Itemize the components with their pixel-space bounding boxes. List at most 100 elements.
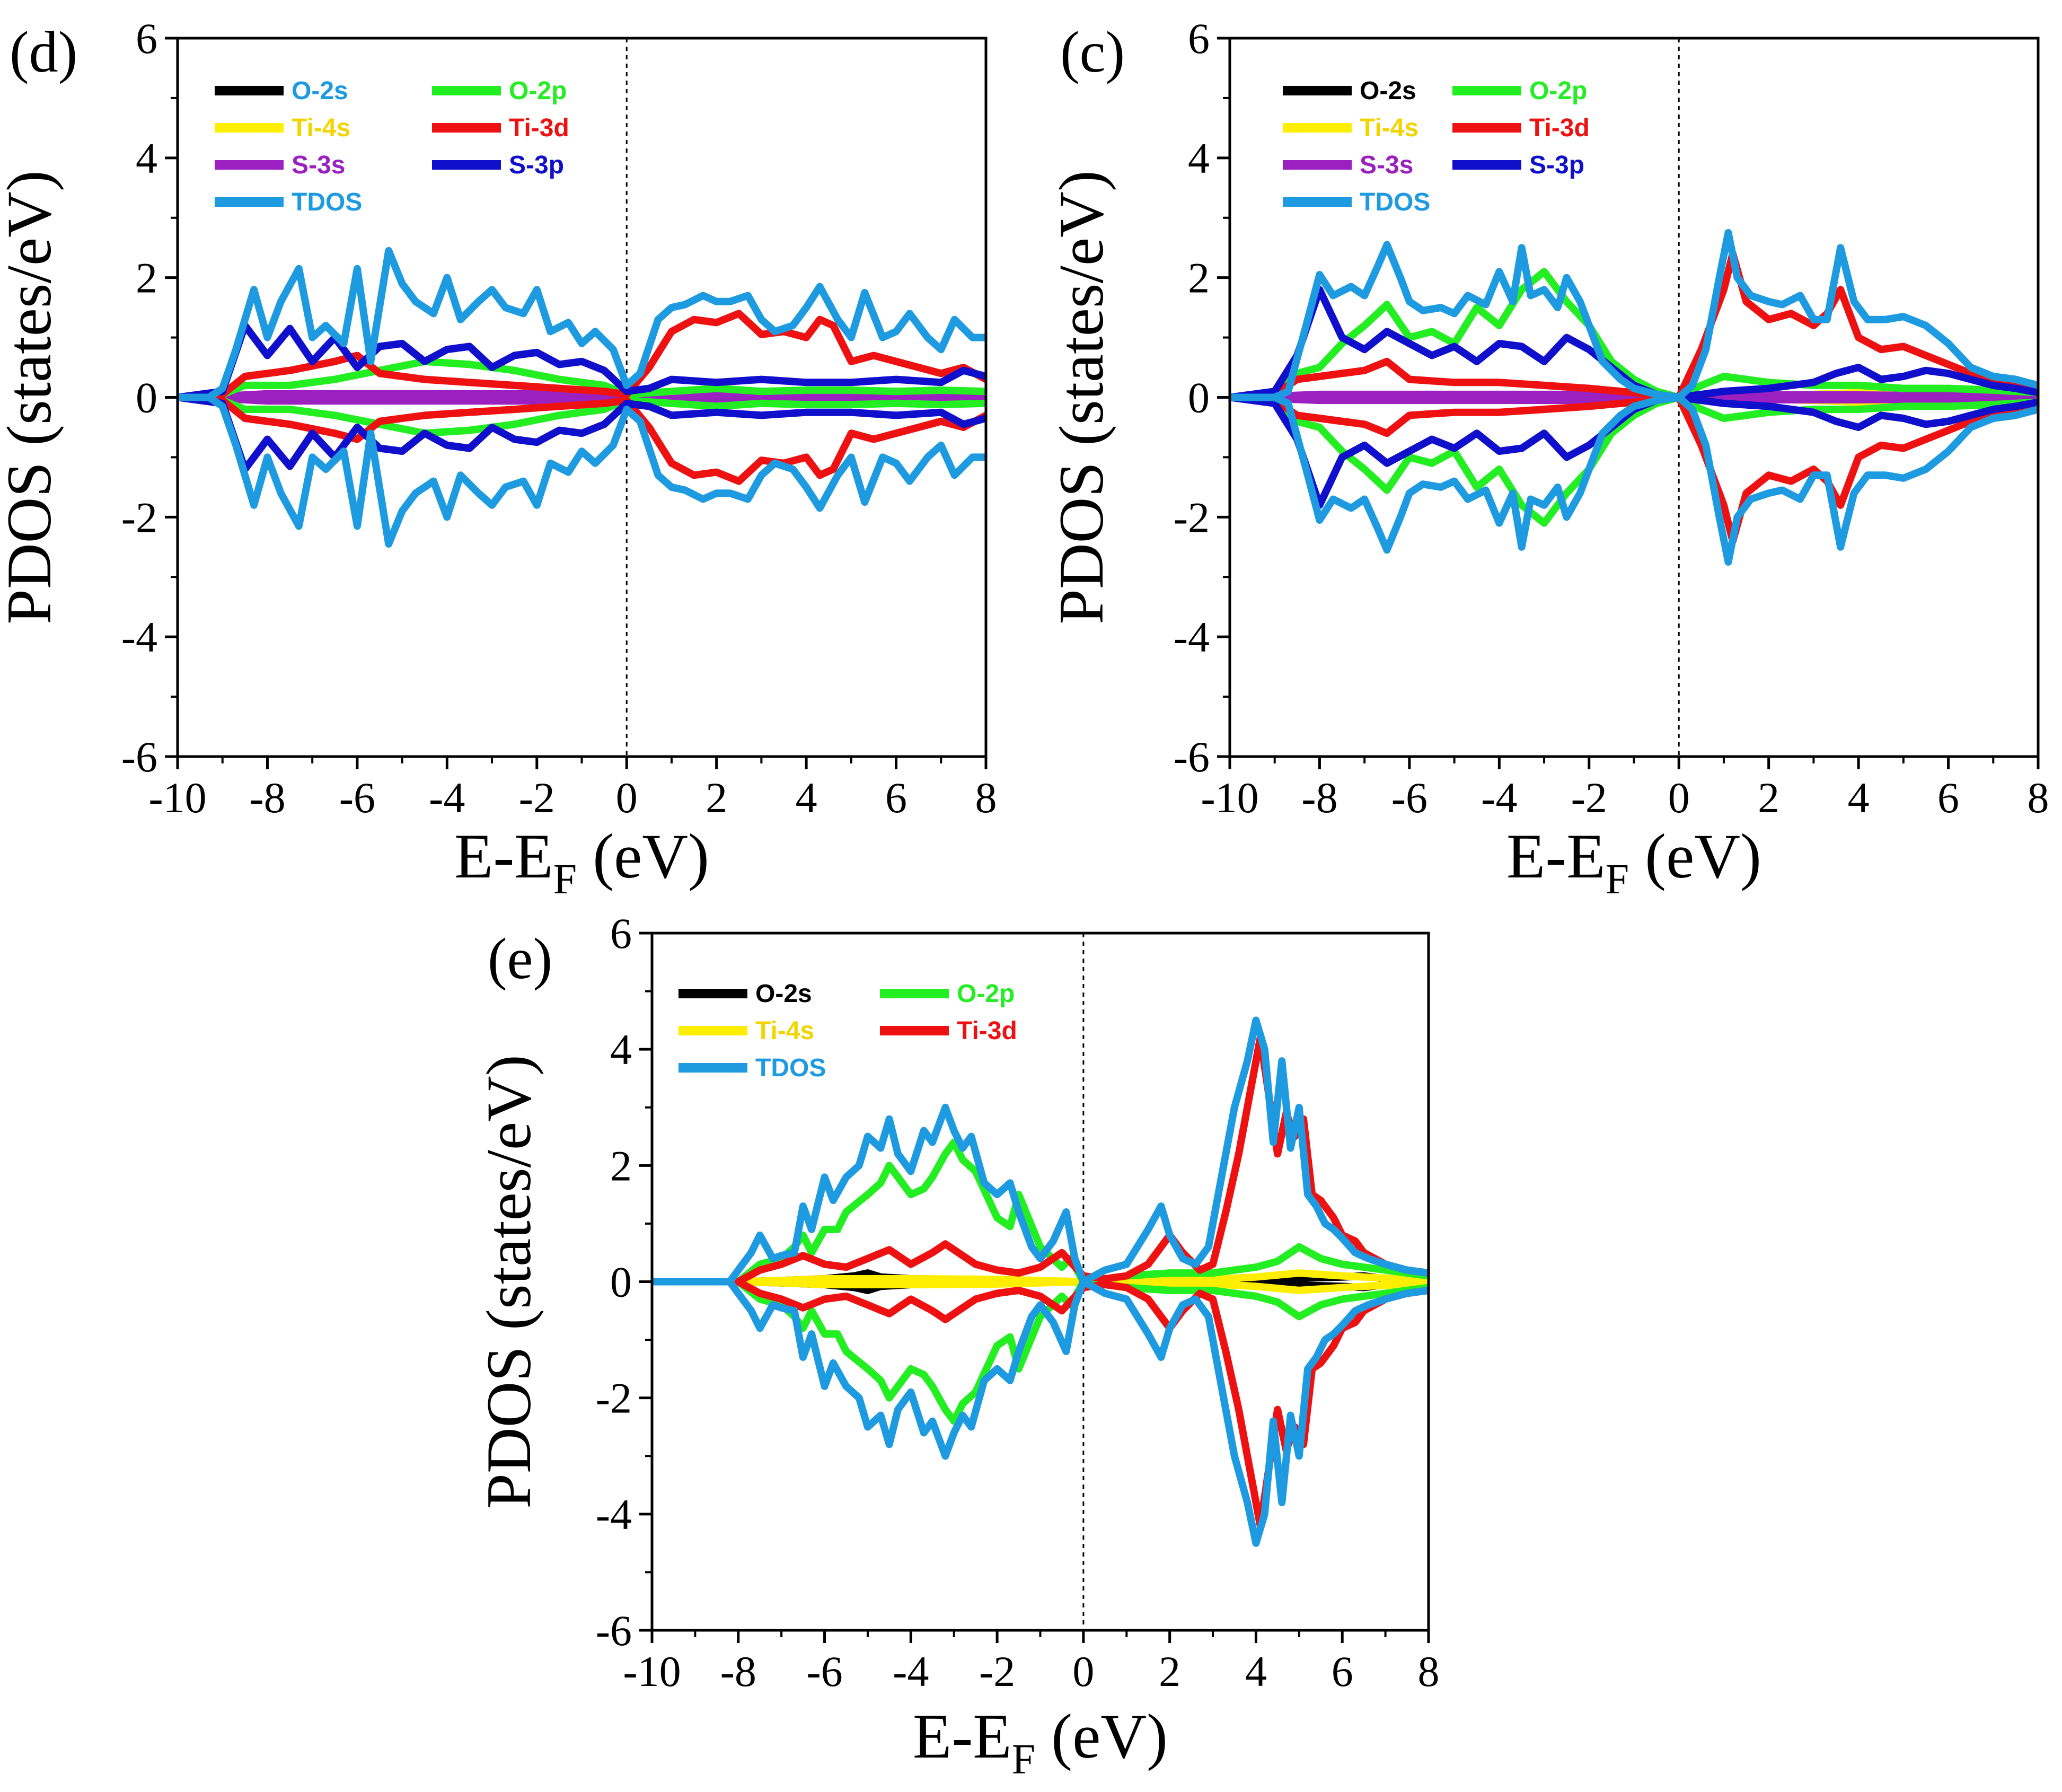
legend-item-s3p: S-3p	[1452, 151, 1584, 179]
legend: O-2s O-2p Ti-4s Ti-3d S-3s S-3p TDOS	[215, 77, 569, 216]
legend: O-2s O-2p Ti-4s Ti-3d TDOS	[678, 980, 1017, 1082]
y-tick-label: -2	[1174, 493, 1210, 541]
legend-label: Ti-3d	[509, 114, 569, 142]
x-tick-label: 2	[1159, 1647, 1180, 1696]
y-tick-label: 4	[1188, 134, 1210, 182]
y-tick-label: 4	[136, 134, 157, 182]
legend-item-o2p: O-2p	[432, 77, 567, 105]
legend: O-2s O-2p Ti-4s Ti-3d S-3s S-3p TDOS	[1283, 77, 1590, 216]
x-tick-label: -4	[1481, 774, 1517, 822]
series-s3p-spin-up	[178, 322, 986, 401]
x-tick-label: -2	[1571, 774, 1607, 822]
legend-item-ti4s: Ti-4s	[678, 1017, 814, 1045]
y-tick-label: 4	[610, 1025, 632, 1074]
x-tick-label: -8	[1301, 774, 1337, 822]
series-o2p-spin-down	[652, 1278, 1429, 1425]
y-tick-label: -2	[121, 493, 157, 541]
legend-item-s3s: S-3s	[1283, 151, 1413, 179]
series-tdos-spin-down	[178, 393, 986, 548]
x-tick-label: -8	[249, 774, 285, 822]
legend-item-tdos: TDOS	[678, 1054, 826, 1082]
series-o2p-spin-up	[652, 1138, 1429, 1286]
panel-label: (c)	[1060, 20, 1125, 84]
series-ti4s-spin-down	[652, 1278, 1429, 1294]
legend-item-ti3d: Ti-3d	[880, 1017, 1017, 1045]
legend-label: Ti-3d	[1529, 114, 1590, 142]
x-tick-label: -10	[1201, 774, 1258, 822]
legend-label: S-3p	[509, 151, 564, 179]
legend-item-ti3d: Ti-3d	[1452, 114, 1590, 142]
legend-item-s3p: S-3p	[432, 151, 564, 179]
legend-label: Ti-4s	[292, 114, 350, 142]
x-tick-label: 0	[1072, 1647, 1094, 1696]
panel-e: -10 -8 -6 -4 -2 0 2 4 6 8 -6 -4 -2 0 2 4 6 (e) PDOS (state…	[473, 909, 1440, 1783]
y-tick-label: 0	[610, 1258, 632, 1306]
series-ti3d-spin-up	[652, 1034, 1429, 1286]
y-axis-title: PDOS (states/eV)	[0, 170, 64, 625]
series-s3s-spin-down	[178, 393, 986, 405]
legend-label: O-2s	[755, 980, 812, 1008]
series-o2p-spin-up	[1230, 268, 2038, 401]
y-tick-label: 0	[1188, 374, 1210, 422]
panel-label: (e)	[488, 926, 552, 991]
x-tick-label: 4	[796, 774, 817, 822]
y-tick-label: 2	[136, 254, 157, 302]
series-s3s-spin-up	[178, 390, 986, 401]
legend-label: S-3s	[1360, 151, 1413, 179]
panel-d: -10 -8 -6 -4 -2 0 2 4 6 8 -6 -4 -2 0 2 4 6 (d) PDOS (state…	[0, 14, 997, 903]
legend-item-o2p: O-2p	[1452, 77, 1587, 105]
x-tick-label: -6	[339, 774, 375, 822]
x-tick-label: 4	[1245, 1647, 1267, 1696]
x-tick-label: -4	[429, 774, 465, 822]
series-ti3d-spin-down	[652, 1278, 1429, 1530]
x-axis-title: E-EF (eV)	[454, 821, 709, 903]
legend-item-o2s: O-2s	[678, 980, 812, 1008]
x-tick-label: 6	[885, 774, 907, 822]
x-tick-label: 8	[975, 774, 997, 822]
legend-item-o2s: O-2s	[215, 77, 348, 105]
panel-c: -10 -8 -6 -4 -2 0 2 4 6 8 -6 -4 -2 0 2 4 6 (c) PDOS (state…	[1046, 14, 2049, 903]
legend-item-tdos: TDOS	[1283, 188, 1430, 216]
y-tick-label: -4	[596, 1490, 632, 1539]
series-tdos-spin-up	[652, 1016, 1429, 1286]
legend-label: Ti-3d	[957, 1017, 1017, 1045]
y-tick-label: 6	[1188, 14, 1210, 63]
series-group	[178, 247, 986, 548]
series-group	[1230, 229, 2038, 566]
x-tick-label: -2	[979, 1647, 1015, 1696]
y-axis-title: PDOS (states/eV)	[473, 1055, 544, 1509]
legend-label: Ti-4s	[1360, 114, 1418, 142]
x-tick-label: 8	[2028, 774, 2049, 822]
series-group	[652, 1016, 1429, 1547]
x-tick-label: 8	[1418, 1647, 1440, 1696]
series-tdos-spin-down	[1230, 393, 2038, 566]
legend-label: TDOS	[1360, 188, 1430, 216]
legend-label: TDOS	[755, 1054, 826, 1082]
panels: -10 -8 -6 -4 -2 0 2 4 6 8 -6 -4 -2 0 2 4 6 (d) PDOS (state…	[0, 14, 2049, 1783]
x-tick-label: -6	[1391, 774, 1427, 822]
legend-label: O-2s	[1360, 77, 1416, 105]
y-tick-label: -6	[1174, 733, 1210, 781]
legend-label: O-2p	[1529, 77, 1587, 105]
x-axis-title: E-EF (eV)	[913, 1701, 1168, 1783]
x-tick-label: -8	[720, 1647, 756, 1696]
legend-item-o2p: O-2p	[880, 980, 1015, 1008]
x-tick-label: -4	[893, 1647, 929, 1696]
x-tick-label: 0	[1668, 774, 1690, 822]
panel-label: (d)	[10, 20, 77, 84]
x-tick-label: -10	[623, 1647, 681, 1696]
series-tdos-spin-up	[178, 247, 986, 401]
y-tick-label: 2	[1188, 254, 1210, 302]
legend-label: S-3s	[292, 151, 345, 179]
y-tick-label: -6	[121, 733, 157, 781]
legend-item-ti4s: Ti-4s	[1283, 114, 1418, 142]
series-tdos-spin-down	[652, 1278, 1429, 1547]
legend-item-ti4s: Ti-4s	[215, 114, 350, 142]
legend-label: O-2s	[292, 77, 348, 105]
legend-label: S-3p	[1529, 151, 1584, 179]
x-tick-label: -10	[148, 774, 206, 822]
y-tick-label: -4	[121, 613, 157, 661]
x-tick-label: -2	[519, 774, 555, 822]
